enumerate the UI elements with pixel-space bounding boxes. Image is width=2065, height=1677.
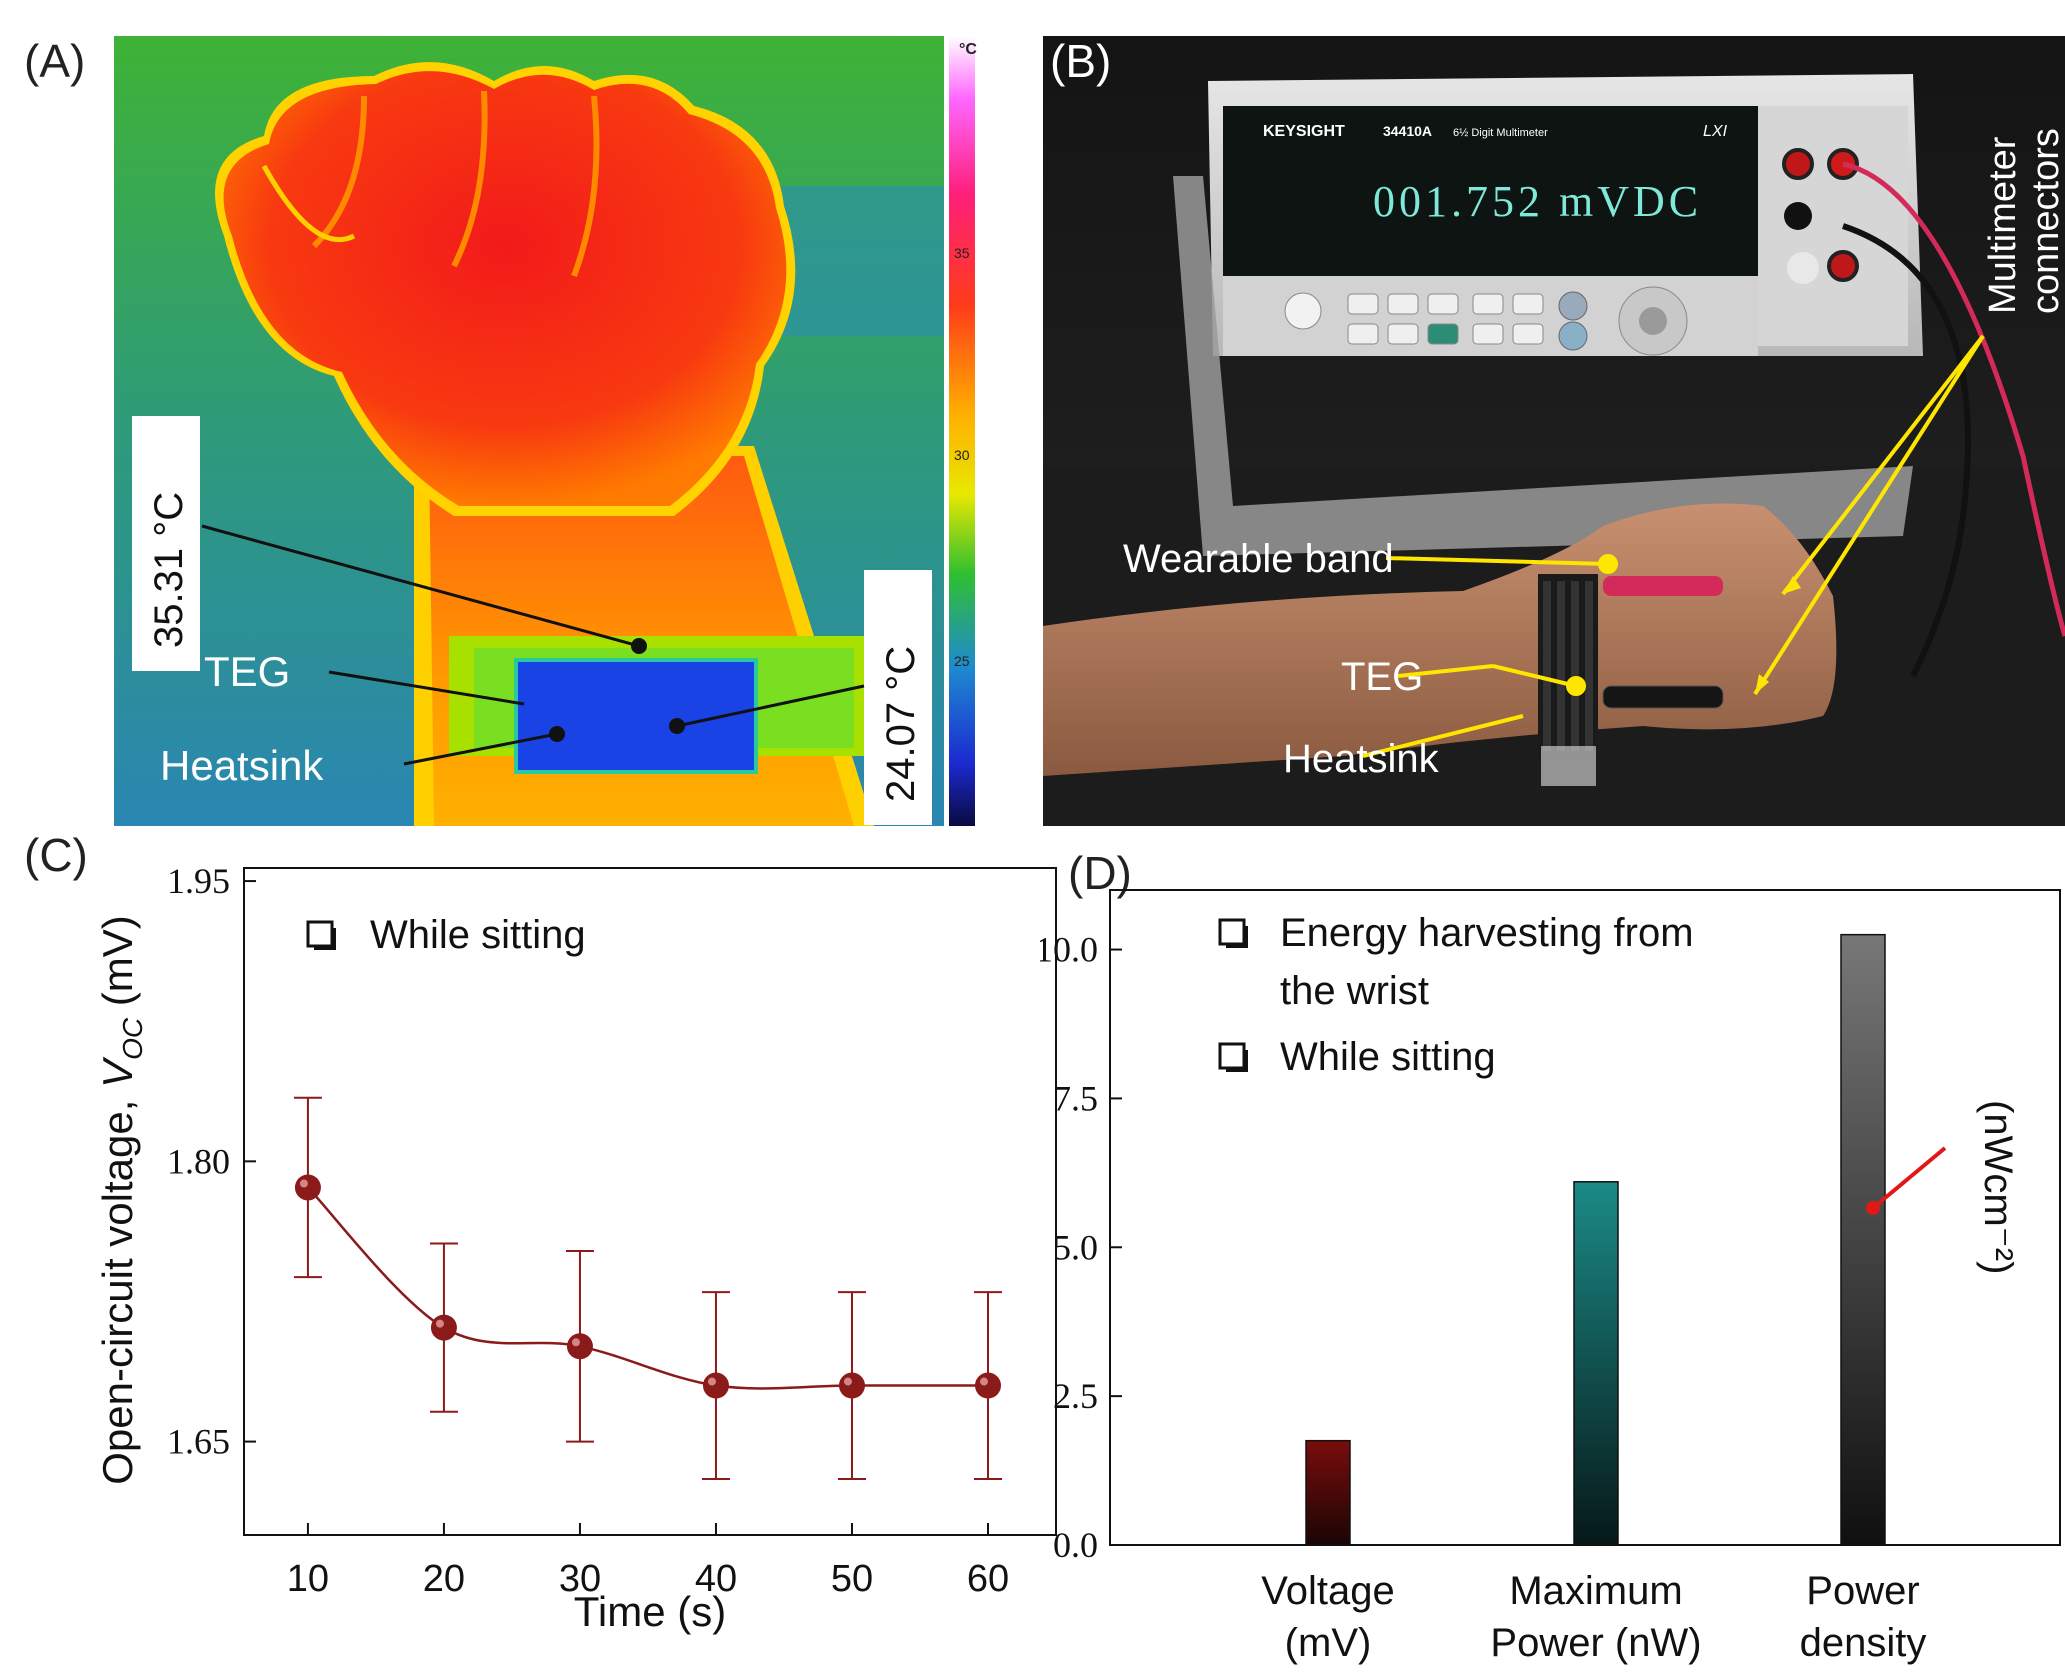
meter-display: 001.752 mVDC [1373,177,1702,226]
y-tick-label: 5.0 [1053,1227,1098,1267]
energy-bar-chart: 0.02.55.07.510.0 Energy harvesting from … [1040,889,2061,1665]
scale-unit: °C [959,41,977,58]
legend-d-1b: the wrist [1280,969,1429,1013]
setup-photo: KEYSIGHT 34410A 6½ Digit Multimeter LXI … [1043,36,2065,826]
data-point [702,1372,729,1399]
temp-upper-label: 35.31 °C [147,492,191,648]
band-label: Wearable band [1123,537,1394,581]
category-label: (mV) [1285,1621,1372,1665]
legend-d-2: While sitting [1280,1035,1496,1079]
unit-annotation: (nWcm⁻²) [1976,1100,2020,1274]
y-tick-label: 10.0 [1040,930,1098,970]
meter-model-desc: 6½ Digit Multimeter [1453,127,1548,139]
scale-tick: 35 [954,245,970,261]
measure-point [631,638,647,654]
bar [1840,933,1886,1546]
data-point [566,1333,593,1360]
heatsink-label-b: Heatsink [1283,737,1440,781]
measure-point [549,726,565,742]
category-label: Power [1806,1569,1919,1613]
x-tick-label: 60 [967,1558,1009,1600]
data-point-highlight [571,1338,580,1347]
voltage-time-chart: 10 20 30 40 50 60 1.65 1.80 1.95 While sitting T… [94,861,1057,1635]
scale-tick: 30 [954,447,970,463]
annotation-pointer [1866,1201,1880,1215]
x-tick-label: 50 [831,1558,873,1600]
heatsink-label: Heatsink [160,742,324,789]
series-line [307,1186,988,1390]
legend-d-1a: Energy harvesting from [1280,911,1694,955]
data-point [838,1372,865,1399]
meter-model: 34410A [1383,123,1432,139]
connectors-label-2: connectors [2025,128,2065,314]
panel-c-label: (C) [24,829,88,881]
panel-a-label: (A) [24,35,86,87]
data-point-highlight [979,1377,988,1386]
y-tick-label: 7.5 [1053,1078,1098,1118]
data-point-highlight [299,1179,308,1188]
scale-tick: 25 [954,653,970,669]
category-label: density [1800,1621,1927,1665]
data-point [430,1314,457,1341]
x-tick-label: 30 [559,1558,601,1600]
data-point-highlight [707,1377,716,1386]
y-axis-label: Open-circuit voltage, VOC (mV) [94,915,148,1485]
x-tick-label: 20 [423,1558,465,1600]
legend-c: While sitting [370,913,586,957]
meter-brand: KEYSIGHT [1263,123,1345,140]
chart-c-frame [243,867,1057,1536]
thermal-image: °C 35 30 25 35.31 °C 24.07 °C TEG Heatsi… [114,36,1009,826]
meter-lxi: LXI [1703,123,1728,140]
x-axis-label: Time (s) [574,1588,726,1635]
teg-label: TEG [204,648,290,695]
legend-marker [1218,1042,1246,1070]
legend-marker [306,920,334,948]
x-tick-label: 40 [695,1558,737,1600]
teg-label-b: TEG [1341,655,1423,699]
data-point-highlight [843,1377,852,1386]
bar [1573,1181,1619,1546]
panel-b-label: (B) [1050,35,1112,87]
measure-point [669,718,685,734]
power-button [1284,292,1322,330]
category-label: Maximum [1509,1569,1682,1613]
y-tick-label: 1.80 [167,1141,230,1181]
bar [1305,1439,1351,1546]
data-point [294,1174,321,1201]
temp-lower-label: 24.07 °C [879,646,923,802]
y-tick-label: 1.95 [167,861,230,901]
data-point [974,1372,1001,1399]
y-tick-label: 0.0 [1053,1525,1098,1565]
x-tick-label: 10 [287,1558,329,1600]
category-label: Voltage [1261,1569,1394,1613]
category-label: Power (nW) [1490,1621,1701,1665]
y-tick-label: 1.65 [167,1422,230,1462]
y-tick-label: 2.5 [1053,1376,1098,1416]
data-point-highlight [435,1319,444,1328]
legend-marker [1218,918,1246,946]
connectors-label-1: Multimeter [1982,136,2024,314]
